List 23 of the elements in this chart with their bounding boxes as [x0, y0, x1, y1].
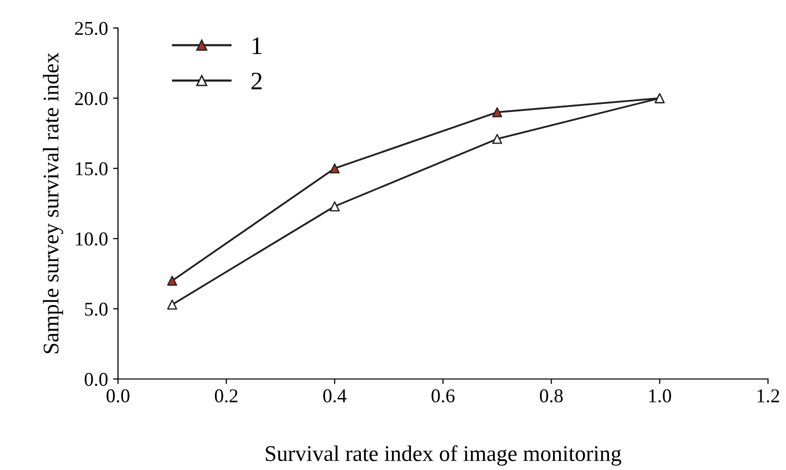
x-tick-label: 0.6 — [432, 389, 455, 402]
x-tick-label: 0.2 — [214, 389, 238, 402]
y-axis-title: Sample survey survival rate index — [42, 52, 64, 354]
y-tick-label: 15.0 — [76, 162, 108, 176]
point — [492, 107, 502, 118]
point — [167, 300, 178, 310]
legend-label: 2 — [252, 72, 262, 90]
x-axis-title: Survival rate index of image monitoring — [266, 445, 622, 466]
y-tick-label: 25.0 — [75, 22, 108, 36]
point — [330, 163, 340, 174]
x-tick-label: 0.4 — [323, 389, 347, 402]
point — [330, 201, 340, 212]
x-tick-label: 1.2 — [758, 389, 780, 402]
point — [167, 276, 178, 286]
point — [492, 134, 502, 144]
x-tick-label: 0.0 — [106, 389, 130, 402]
y-tick-label: 5.0 — [85, 302, 108, 316]
y-tick-label: 10.0 — [76, 232, 108, 246]
x-tick-label: 0.8 — [540, 389, 563, 402]
x-tick-label: 1.0 — [649, 389, 672, 402]
y-tick-label: 0.0 — [84, 372, 108, 386]
y-tick-label: 20.0 — [75, 92, 108, 106]
legend-label: 1 — [252, 37, 262, 54]
